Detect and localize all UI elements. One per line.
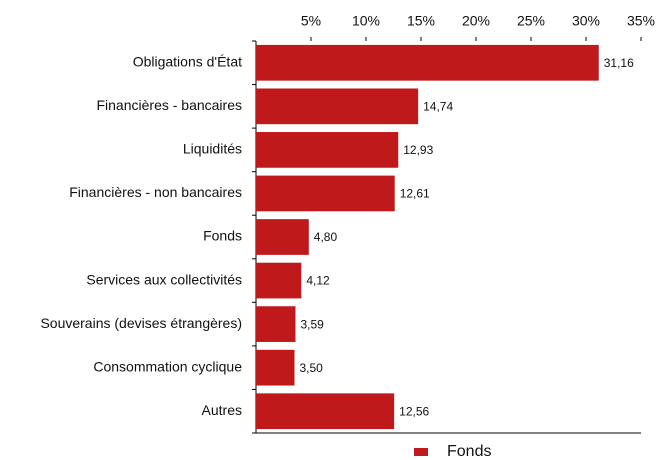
value-label: 12,56 bbox=[399, 404, 429, 418]
bar bbox=[256, 262, 302, 299]
bar bbox=[256, 44, 599, 81]
value-label: 31,16 bbox=[604, 56, 634, 70]
x-tick-label: 5% bbox=[301, 13, 321, 29]
value-label: 4,12 bbox=[306, 274, 330, 288]
x-tick-label: 10% bbox=[352, 13, 380, 29]
bar bbox=[256, 393, 395, 430]
x-tick-label: 20% bbox=[462, 13, 490, 29]
y-tick-label: Liquidités bbox=[183, 141, 242, 157]
value-label: 12,93 bbox=[403, 143, 433, 157]
x-tick-label: 35% bbox=[627, 13, 655, 29]
y-tick-label: Obligations d'État bbox=[133, 53, 242, 69]
y-tick-label: Souverains (devises étrangères) bbox=[40, 315, 242, 331]
y-tick-label: Autres bbox=[202, 402, 242, 418]
y-tick-label: Consommation cyclique bbox=[93, 358, 242, 374]
legend-label: Fonds bbox=[447, 443, 491, 460]
value-label: 3,50 bbox=[300, 361, 324, 375]
bar bbox=[256, 88, 419, 125]
x-tick-label: 15% bbox=[407, 13, 435, 29]
bar bbox=[256, 219, 309, 255]
bar bbox=[256, 132, 399, 168]
value-label: 3,59 bbox=[300, 317, 324, 331]
bar bbox=[256, 175, 395, 212]
value-label: 12,61 bbox=[400, 187, 430, 201]
value-label: 4,80 bbox=[314, 230, 338, 244]
value-label: 14,74 bbox=[423, 100, 453, 114]
y-tick-label: Financières - bancaires bbox=[96, 97, 242, 113]
y-tick-label: Fonds bbox=[203, 228, 242, 244]
bar bbox=[256, 306, 296, 342]
y-tick-label: Services aux collectivités bbox=[86, 271, 242, 287]
x-tick-label: 25% bbox=[517, 13, 545, 29]
legend-swatch bbox=[414, 448, 428, 456]
bar bbox=[256, 349, 295, 386]
y-tick-label: Financières - non bancaires bbox=[69, 184, 242, 200]
x-tick-label: 30% bbox=[572, 13, 600, 29]
